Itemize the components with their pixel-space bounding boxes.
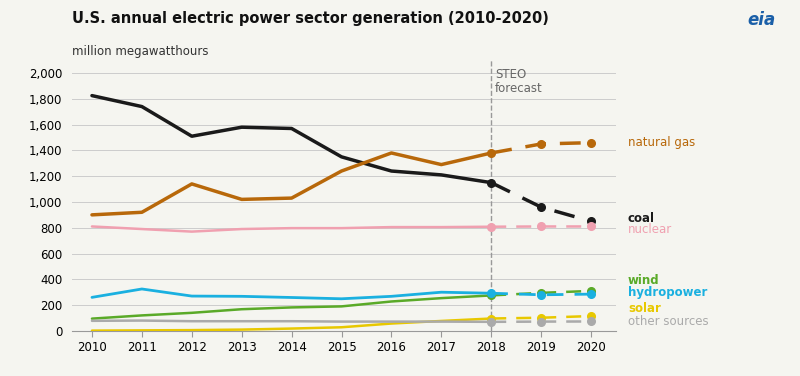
Text: coal: coal — [628, 212, 655, 225]
Text: eia: eia — [748, 11, 776, 29]
Text: wind: wind — [628, 274, 660, 287]
Text: other sources: other sources — [628, 315, 709, 328]
Text: STEO: STEO — [495, 68, 526, 81]
Text: solar: solar — [628, 302, 661, 315]
Text: U.S. annual electric power sector generation (2010-2020): U.S. annual electric power sector genera… — [72, 11, 549, 26]
Text: natural gas: natural gas — [628, 136, 695, 149]
Text: hydropower: hydropower — [628, 287, 707, 299]
Text: nuclear: nuclear — [628, 223, 672, 235]
Text: million megawatthours: million megawatthours — [72, 45, 209, 58]
Text: forecast: forecast — [495, 82, 543, 95]
